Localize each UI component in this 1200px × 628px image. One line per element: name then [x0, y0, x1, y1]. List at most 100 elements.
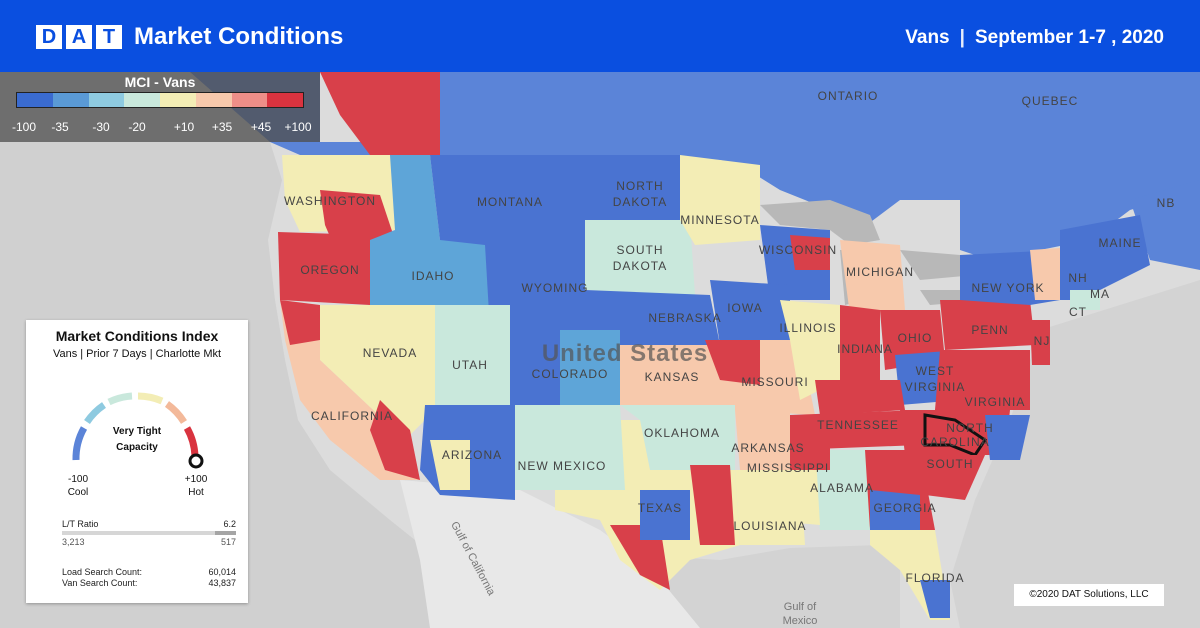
- gauge-arc-segment: [84, 402, 107, 425]
- region-az-light: [430, 440, 470, 490]
- legend-color-swatch: [195, 93, 232, 107]
- map-label-penn: PENN: [971, 323, 1008, 337]
- map-label-virginia: VIRGINIA: [965, 395, 1026, 409]
- map-label-washington: WASHINGTON: [284, 194, 376, 208]
- map-label-ontario: ONTARIO: [818, 89, 879, 103]
- great-lakes: [760, 200, 990, 305]
- map-label-mississippi: MISSISSIPPI: [747, 461, 829, 475]
- region-ne-light: [1030, 248, 1060, 300]
- legend-color-swatch: [124, 93, 160, 107]
- logo-letter: D: [36, 25, 62, 49]
- state-michigan: [840, 240, 905, 315]
- map-label-colorado: COLORADO: [532, 367, 609, 381]
- load-count: 3,213: [62, 537, 85, 547]
- map-label-gulf-of-mexico-2: Mexico: [783, 615, 818, 627]
- load-search-value: 60,014: [208, 567, 236, 577]
- region-fl-south: [920, 580, 950, 618]
- gauge-min-value: -100: [67, 474, 88, 485]
- legend-color-swatch: [52, 93, 89, 107]
- legend-tick: +100: [284, 120, 312, 134]
- legend-tick: +35: [211, 120, 233, 134]
- legend-tick: -35: [51, 120, 69, 134]
- region-saskatchewan: [440, 72, 540, 155]
- map-label-oregon: OREGON: [300, 263, 359, 277]
- state-kentucky: [815, 380, 905, 415]
- state-minnesota: [680, 155, 760, 245]
- header-separator: |: [959, 27, 965, 48]
- state-south-dakota: [585, 220, 695, 295]
- state-virginia: [935, 350, 1030, 410]
- gauge-min-label: Cool: [67, 487, 89, 498]
- map-label-california: CALIFORNIA: [311, 409, 393, 423]
- truck-count: 517: [220, 537, 236, 547]
- map-label-north-carolina-2: CAROLINA: [920, 435, 989, 449]
- van-search-label: Van Search Count:: [62, 578, 138, 588]
- legend-tick: -30: [92, 120, 110, 134]
- map-label-south-carolina: SOUTH: [927, 457, 974, 471]
- map-label-illinois: ILLINOIS: [779, 321, 836, 335]
- map-label-ct: CT: [1069, 305, 1087, 319]
- region-alberta: [320, 72, 440, 155]
- map-label-north-dakota-1: NORTH: [616, 179, 663, 193]
- map-label-minnesota: MINNESOTA: [680, 213, 759, 227]
- map-label-missouri: MISSOURI: [741, 375, 808, 389]
- gulf-of-mexico: [640, 545, 900, 628]
- map-label-united-states: United States: [542, 340, 708, 367]
- region-wi-hot: [790, 235, 830, 270]
- state-montana: [430, 155, 585, 245]
- state-nj: [1030, 320, 1050, 365]
- region-mo-hot: [705, 340, 760, 385]
- region-tx-blue: [640, 490, 690, 540]
- state-new-england: [1060, 215, 1150, 300]
- region-ca-socal: [370, 400, 420, 480]
- map-label-wyoming: WYOMING: [522, 281, 589, 295]
- state-south-carolina: [915, 455, 985, 500]
- mci-gauge: [72, 392, 204, 469]
- map-label-ohio: OHIO: [898, 331, 933, 345]
- period-label: September 1-7 , 2020: [974, 27, 1164, 48]
- legend-tick: -100: [11, 120, 37, 134]
- map-label-alabama: ALABAMA: [810, 481, 874, 495]
- equipment-label: Vans: [905, 27, 950, 48]
- map-label-west-virginia-2: VIRGINIA: [905, 380, 966, 394]
- gauge-arc-segment: [137, 392, 164, 405]
- lt-ratio-value: 6.2: [223, 519, 236, 529]
- map-label-nebraska: NEBRASKA: [648, 311, 721, 325]
- page-title: Market Conditions: [134, 23, 344, 50]
- legend-color-swatch: [160, 93, 196, 107]
- gauge-arc-segment: [72, 426, 88, 461]
- region-tx-east: [690, 465, 735, 545]
- state-oklahoma: [620, 405, 735, 470]
- region-nb: [1130, 180, 1200, 270]
- mci-map[interactable]: ONTARIO QUEBEC WASHINGTON MONTANA NORTH …: [0, 72, 1200, 628]
- van-search-value: 43,837: [208, 578, 236, 588]
- region-ct: [1070, 290, 1100, 310]
- state-north-dakota: [585, 155, 680, 220]
- region-nc-east: [985, 415, 1030, 460]
- gauge-min: -100 Cool: [58, 473, 98, 499]
- map-label-louisiana: LOUISIANA: [733, 519, 806, 533]
- map-label-arizona: ARIZONA: [442, 448, 502, 462]
- logo-letter: A: [66, 25, 92, 49]
- map-label-montana: MONTANA: [477, 195, 543, 209]
- lt-ratio-bar-fill: [215, 531, 236, 535]
- state-iowa: [710, 280, 790, 345]
- state-idaho: [370, 155, 490, 305]
- gauge-max: +100 Hot: [176, 473, 216, 499]
- lt-ratio-bar: [62, 531, 236, 535]
- map-label-iowa: IOWA: [727, 301, 763, 315]
- state-pennsylvania: [940, 300, 1035, 350]
- gauge-arc-segment: [107, 392, 133, 406]
- legend-color-swatch: [17, 93, 53, 107]
- map-label-tennessee: TENNESSEE: [817, 418, 899, 432]
- map-label-maine: MAINE: [1098, 236, 1141, 250]
- region-manitoba: [540, 72, 720, 160]
- state-kansas: [620, 345, 735, 405]
- legend-title: MCI - Vans: [124, 74, 196, 90]
- map-label-oklahoma: OKLAHOMA: [644, 426, 720, 440]
- gauge-status-line-2: Capacity: [116, 442, 158, 453]
- legend-tick: +45: [250, 120, 272, 134]
- header-info: Vans | September 1-7 , 2020: [905, 25, 1164, 51]
- region-ontario: [720, 72, 960, 230]
- gauge-arc-segment: [164, 401, 187, 424]
